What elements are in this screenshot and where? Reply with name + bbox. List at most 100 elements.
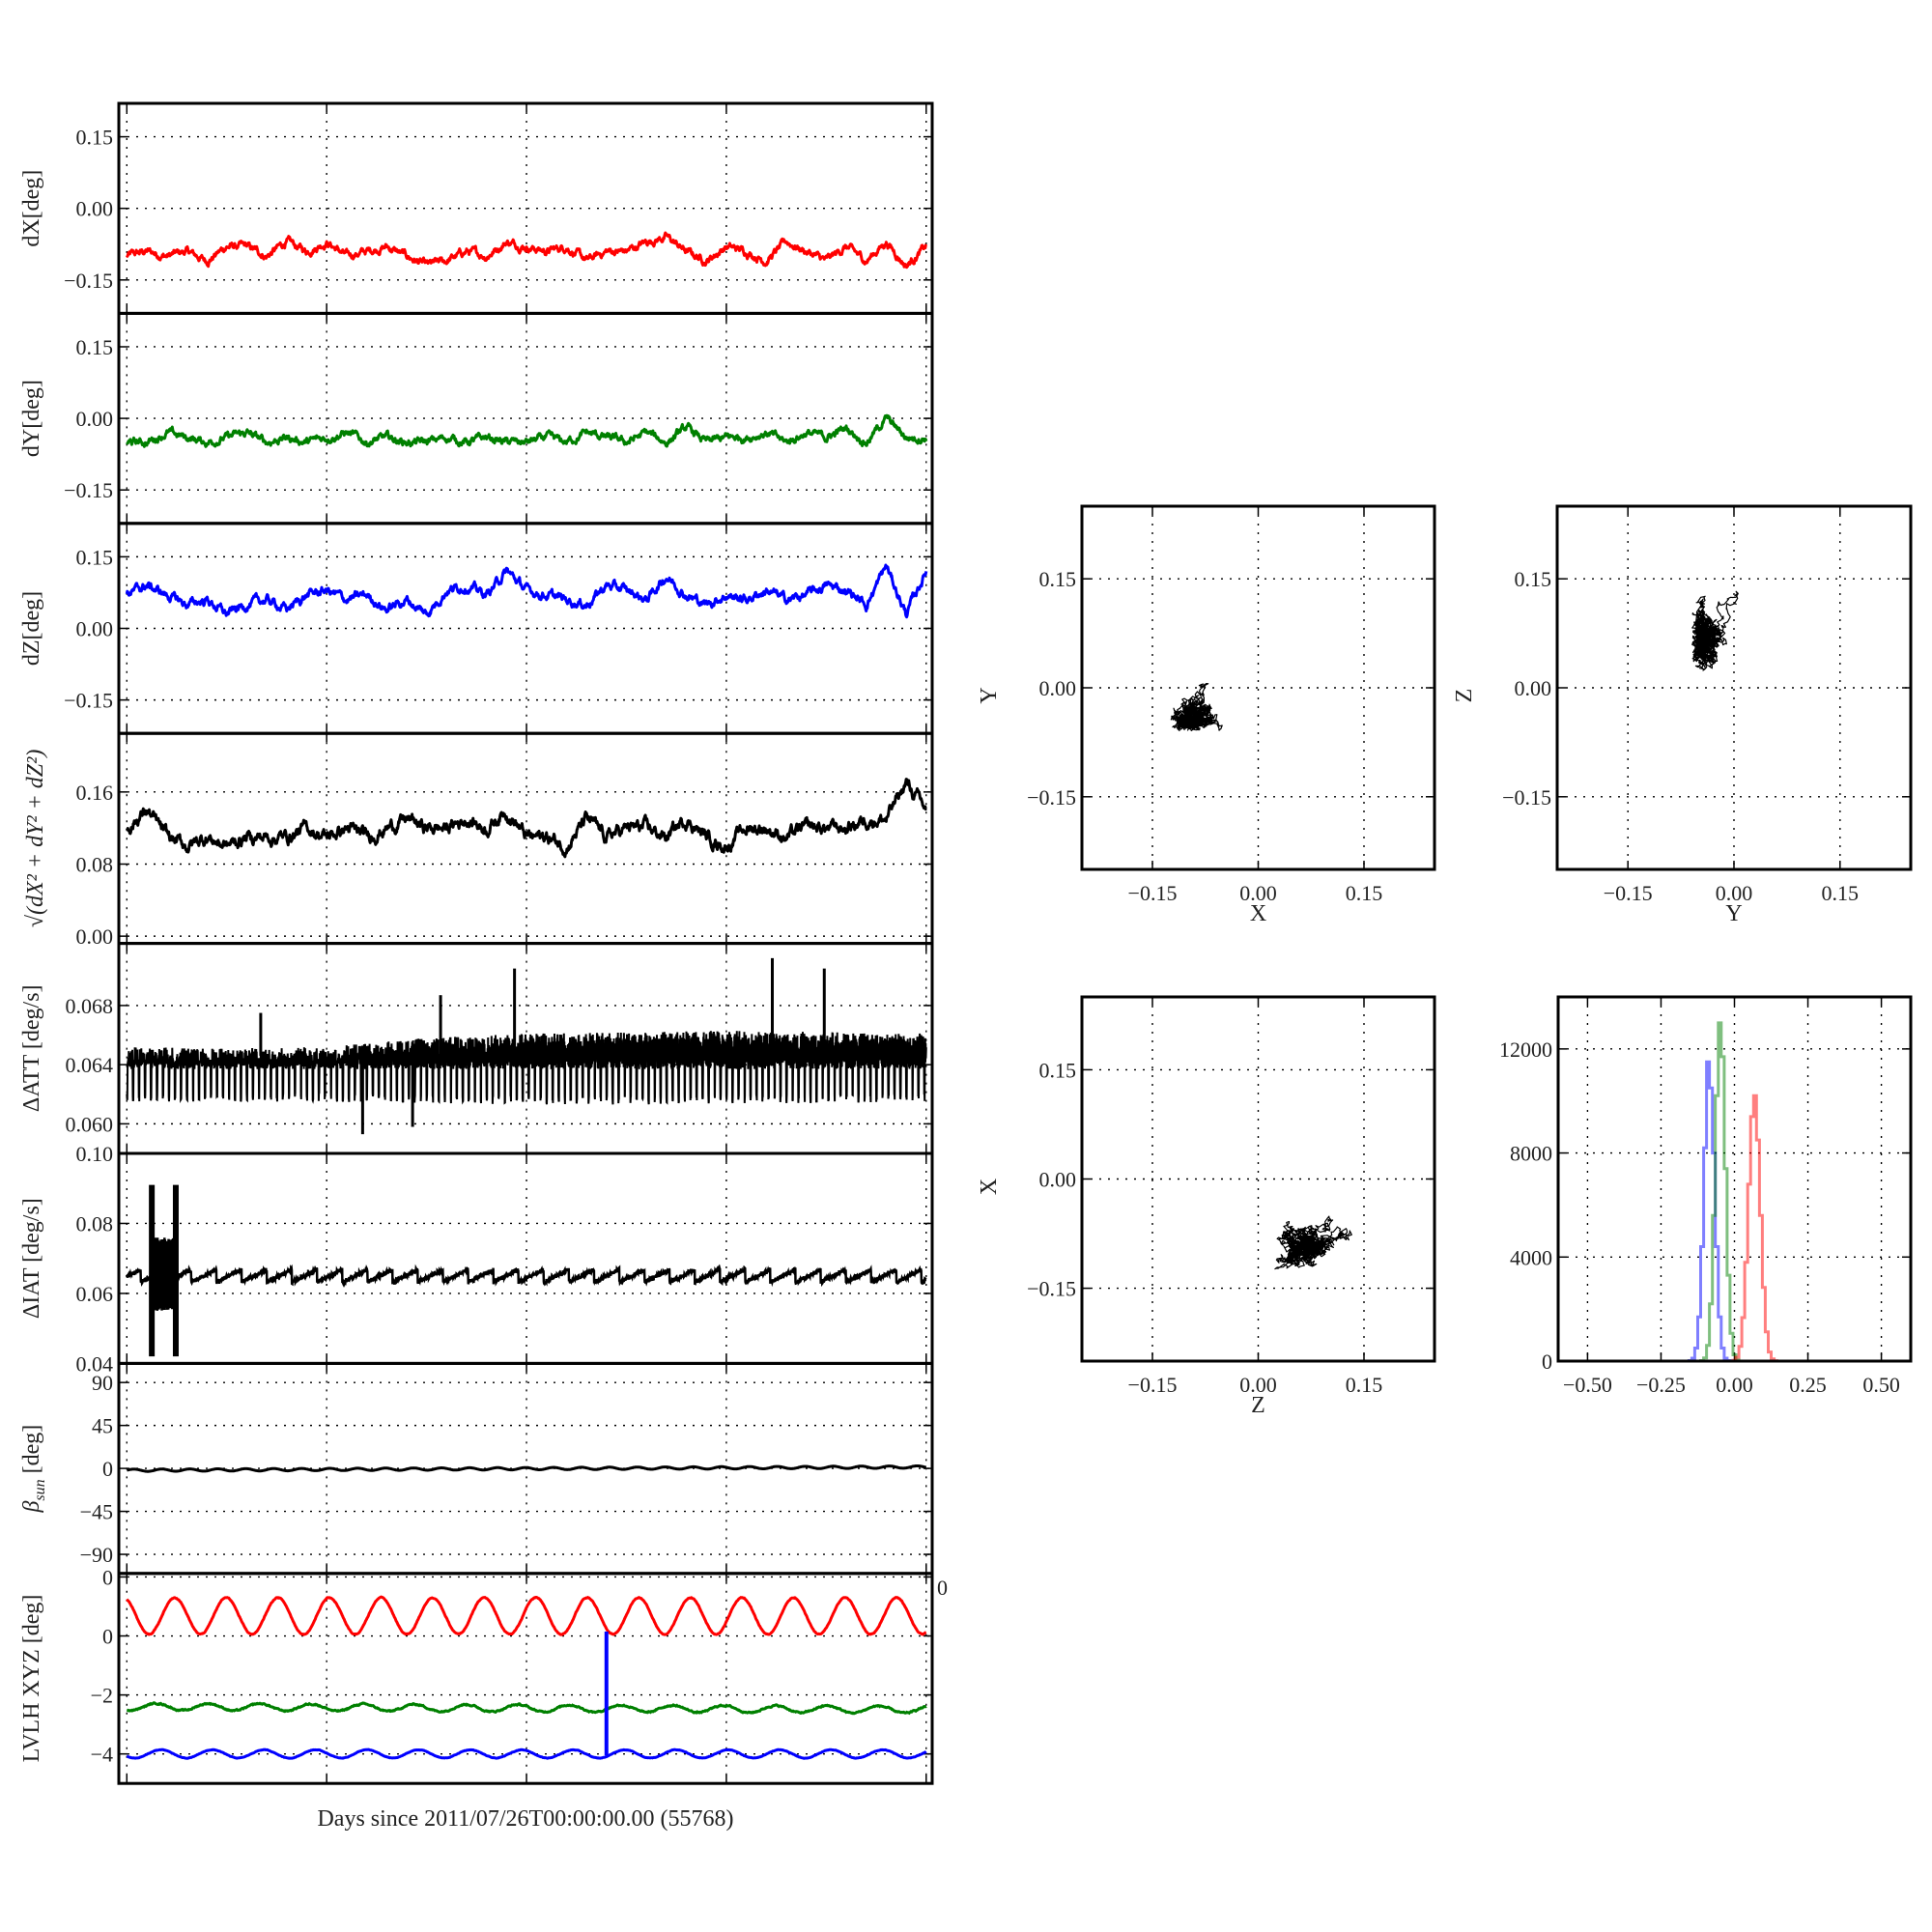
axes-frame — [117, 1151, 934, 1365]
y-tick-label: 0.04 — [76, 1351, 114, 1376]
plot-area — [125, 563, 928, 619]
plot-area — [126, 413, 928, 448]
right-edge-tick-label: 0 — [937, 1576, 948, 1600]
series-line-dZ — [125, 563, 928, 619]
x-tick-label: 0.00 — [1716, 1373, 1753, 1397]
y-tick-label: −0.15 — [1502, 785, 1551, 810]
y-axis-label: dY[deg] — [19, 380, 44, 457]
x-tick-label: −0.15 — [1128, 881, 1178, 905]
y-axis-label: dX[deg] — [19, 170, 44, 247]
y-tick-label: 0.00 — [1515, 676, 1552, 700]
series-line-beta — [126, 1464, 927, 1473]
y-tick-label: 0.10 — [76, 1142, 114, 1166]
x-axis-label: X — [1250, 901, 1266, 926]
y-axis-label: √(dX² + dY² + dZ²) — [23, 750, 48, 928]
x-tick-label: −0.50 — [1563, 1373, 1612, 1397]
y-tick-label: 0.00 — [76, 924, 114, 949]
x-tick-label: 0.25 — [1789, 1373, 1827, 1397]
scatter-trace — [1170, 683, 1223, 731]
x-axis-label: Z — [1251, 1393, 1265, 1418]
y-label-symbol: β — [19, 1501, 44, 1514]
y-tick-label: 0.15 — [76, 545, 114, 569]
panel-scatter-zx: −0.15 0.00 0.15 0.15 0.00 −0.15 X Z — [977, 995, 1436, 1418]
series-line-lvlh-y — [127, 1701, 927, 1716]
y-tick-label: 0 — [1542, 1350, 1552, 1374]
y-tick-label: −45 — [80, 1500, 113, 1524]
y-label-subscript: sun — [32, 1479, 48, 1500]
y-tick-label: −0.15 — [1027, 1277, 1076, 1301]
plot-area — [126, 1595, 927, 1760]
panel-beta: 90 45 0 −45 −90 βsun [deg] — [19, 1361, 934, 1576]
y-tick-label: 0.060 — [66, 1112, 114, 1136]
x-tick-label: 0.15 — [1822, 881, 1860, 905]
axes-frame — [1556, 995, 1913, 1363]
histogram-blue — [1558, 1060, 1911, 1361]
y-axis-label: dZ[deg] — [19, 591, 44, 666]
y-axis-label: Z — [1452, 689, 1477, 703]
series-line-lvlh-z — [126, 1747, 927, 1760]
y-tick-label: 45 — [92, 1414, 113, 1438]
y-axis-label: ΔATT [deg/s] — [19, 984, 44, 1112]
y-tick-label: 0.15 — [1039, 1058, 1077, 1082]
plot-area — [1558, 1021, 1911, 1361]
plot-area — [126, 1184, 927, 1357]
y-tick-label: 0.00 — [76, 197, 114, 221]
panel-scatter-yz: −0.15 0.00 0.15 0.15 0.00 −0.15 Z Y — [1452, 504, 1913, 926]
axes-frame — [1080, 995, 1436, 1363]
y-tick-label: 0.068 — [66, 994, 114, 1018]
panel-diat: 0.10 0.08 0.06 0.04 ΔIAT [deg/s] — [19, 1142, 934, 1376]
scatter-trace — [1274, 1215, 1352, 1270]
series-line-datt — [126, 1031, 927, 1105]
y-tick-label: 0.08 — [76, 1211, 114, 1236]
plot-area — [1170, 683, 1223, 731]
x-tick-label: 0.00 — [1239, 881, 1277, 905]
histogram-green — [1558, 1021, 1911, 1361]
x-tick-label: 0.00 — [1716, 881, 1753, 905]
y-axis-label: ΔIAT [deg/s] — [19, 1198, 44, 1319]
series-line-dY — [126, 413, 928, 448]
y-tick-label: 0.15 — [1515, 567, 1552, 591]
x-tick-label: −0.25 — [1636, 1373, 1686, 1397]
scatter-trace — [1691, 590, 1739, 671]
x-tick-label: −0.15 — [1128, 1373, 1178, 1397]
panel-lvlh: 0 0 −2 −4 LVLH XYZ [deg] 0 Days since 2011/07/… — [19, 1565, 948, 1832]
y-tick-label: 0.16 — [76, 781, 114, 805]
axes-frame — [117, 1572, 934, 1785]
plot-area — [125, 778, 927, 859]
y-tick-label: 0 — [102, 1457, 113, 1481]
x-tick-label: −0.15 — [1604, 881, 1653, 905]
panel-datt: 0.068 0.064 0.060 ΔATT [deg/s] — [19, 942, 934, 1155]
series-line-total — [125, 778, 927, 859]
x-tick-label: 0.00 — [1239, 1373, 1277, 1397]
y-axis-label: X — [977, 1179, 1002, 1195]
panel-dX: 0.15 0.00 −0.15 dX[deg] — [19, 101, 934, 315]
y-tick-label: 4000 — [1510, 1245, 1552, 1269]
y-tick-label: 12000 — [1499, 1037, 1552, 1062]
y-tick-label: 90 — [92, 1371, 113, 1395]
y-tick-label: 0.15 — [76, 126, 114, 150]
panel-dY: 0.15 0.00 −0.15 dY[deg] — [19, 311, 934, 526]
y-tick-label: 8000 — [1510, 1142, 1552, 1166]
x-axis-label: Y — [1725, 901, 1742, 926]
y-tick-label: 0.06 — [76, 1282, 114, 1306]
panel-scatter-xy: −0.15 0.00 0.15 0.15 0.00 −0.15 Y X — [977, 504, 1436, 926]
y-tick-label: −0.15 — [64, 269, 113, 293]
axes-frame — [1555, 504, 1913, 871]
y-tick-label: −0.15 — [64, 478, 113, 502]
plot-area — [1691, 590, 1739, 671]
panel-histogram: −0.50 −0.25 0.00 0.25 0.50 12000 8000 4000 0 — [1499, 995, 1913, 1397]
panel-dZ: 0.15 0.00 −0.15 dZ[deg] — [19, 522, 934, 735]
x-tick-label: 0.50 — [1862, 1373, 1900, 1397]
plot-area — [126, 1464, 927, 1473]
plot-area — [1274, 1215, 1352, 1270]
y-tick-label: 0.08 — [76, 852, 114, 876]
y-axis-label: Y — [977, 687, 1002, 703]
y-tick-label: 0 — [102, 1625, 113, 1649]
y-tick-label: 0.00 — [76, 407, 114, 431]
histogram-red — [1558, 1094, 1911, 1361]
x-axis-label: Days since 2011/07/26T00:00:00.00 (55768… — [317, 1806, 733, 1832]
series-line-dX — [125, 231, 928, 270]
series-line-diat — [126, 1237, 927, 1311]
